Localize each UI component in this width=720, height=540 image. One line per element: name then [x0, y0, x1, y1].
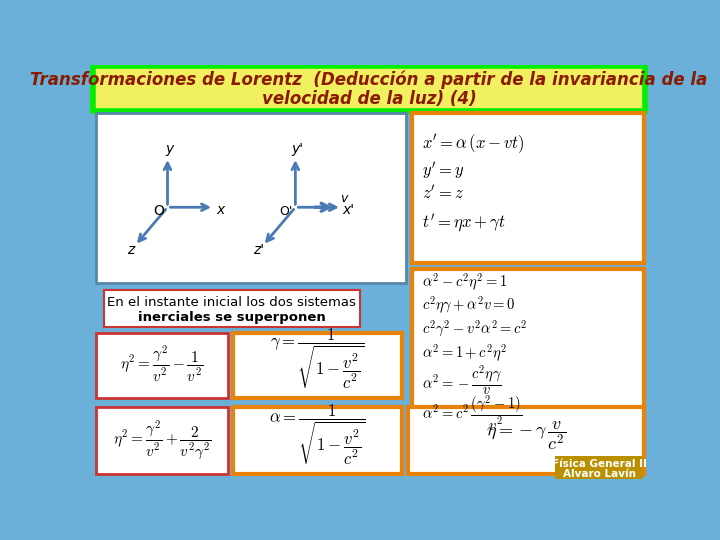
Text: z': z': [253, 244, 264, 258]
FancyBboxPatch shape: [412, 269, 644, 430]
Text: Física General II: Física General II: [552, 460, 647, 469]
Text: $\alpha^2 - c^2\eta^2 = 1$: $\alpha^2 - c^2\eta^2 = 1$: [422, 272, 507, 293]
FancyBboxPatch shape: [233, 408, 402, 475]
Text: $z' = z$: $z' = z$: [422, 185, 464, 204]
FancyBboxPatch shape: [412, 113, 644, 264]
Text: $c^2\eta\gamma + \alpha^2 v = 0$: $c^2\eta\gamma + \alpha^2 v = 0$: [422, 295, 516, 316]
Text: Transformaciones de Lorentz  (Deducción a partir de la invariancia de la: Transformaciones de Lorentz (Deducción a…: [30, 71, 708, 90]
Text: y': y': [291, 143, 303, 157]
FancyBboxPatch shape: [96, 113, 406, 283]
Text: x': x': [342, 202, 354, 217]
FancyBboxPatch shape: [233, 333, 402, 398]
FancyBboxPatch shape: [104, 289, 360, 327]
Text: $\gamma = \dfrac{1}{\sqrt{1 - \dfrac{v^2}{c^2}}}$: $\gamma = \dfrac{1}{\sqrt{1 - \dfrac{v^2…: [271, 327, 365, 391]
Text: z: z: [127, 244, 134, 258]
Text: inerciales se superponen: inerciales se superponen: [138, 311, 325, 324]
FancyBboxPatch shape: [96, 408, 228, 475]
Text: v: v: [340, 192, 347, 205]
Text: O': O': [279, 205, 293, 218]
Text: En el instante inicial los dos sistemas: En el instante inicial los dos sistemas: [107, 296, 356, 309]
Text: velocidad de la luz) (4): velocidad de la luz) (4): [261, 90, 477, 107]
FancyBboxPatch shape: [555, 456, 644, 479]
Text: $\alpha = \dfrac{1}{\sqrt{1 - \dfrac{v^2}{c^2}}}$: $\alpha = \dfrac{1}{\sqrt{1 - \dfrac{v^2…: [269, 403, 366, 467]
Text: $x' = \alpha\,(x - vt)$: $x' = \alpha\,(x - vt)$: [422, 133, 524, 156]
Text: $\alpha^2 = -\dfrac{c^2\eta\gamma}{v}$: $\alpha^2 = -\dfrac{c^2\eta\gamma}{v}$: [422, 364, 502, 397]
Text: $c^2\gamma^2 - v^2\alpha^2 = c^2$: $c^2\gamma^2 - v^2\alpha^2 = c^2$: [422, 319, 527, 339]
Text: Alvaro Lavín: Alvaro Lavín: [562, 469, 636, 478]
Text: $t' = \eta x + \gamma t$: $t' = \eta x + \gamma t$: [422, 213, 505, 234]
Text: O: O: [153, 204, 163, 218]
Text: $y' = y$: $y' = y$: [422, 160, 464, 182]
FancyBboxPatch shape: [96, 333, 228, 398]
Text: $\eta = -\gamma\,\dfrac{v}{c^2}$: $\eta = -\gamma\,\dfrac{v}{c^2}$: [485, 418, 566, 451]
FancyBboxPatch shape: [93, 66, 645, 111]
Text: $\alpha^2 = 1 + c^2\eta^2$: $\alpha^2 = 1 + c^2\eta^2$: [422, 343, 507, 364]
Text: x: x: [216, 202, 225, 217]
Text: $\eta^2 = \dfrac{\gamma^2}{v^2} - \dfrac{1}{v^2}$: $\eta^2 = \dfrac{\gamma^2}{v^2} - \dfrac…: [120, 343, 204, 384]
Text: y: y: [165, 143, 174, 157]
FancyBboxPatch shape: [408, 408, 644, 475]
Text: $\alpha^2 = c^2\,\dfrac{(\gamma^2-1)}{v^2}$: $\alpha^2 = c^2\,\dfrac{(\gamma^2-1)}{v^…: [422, 394, 522, 434]
Text: $\eta^2 = \dfrac{\gamma^2}{v^2} + \dfrac{2}{v^2\gamma^2}$: $\eta^2 = \dfrac{\gamma^2}{v^2} + \dfrac…: [112, 418, 212, 461]
